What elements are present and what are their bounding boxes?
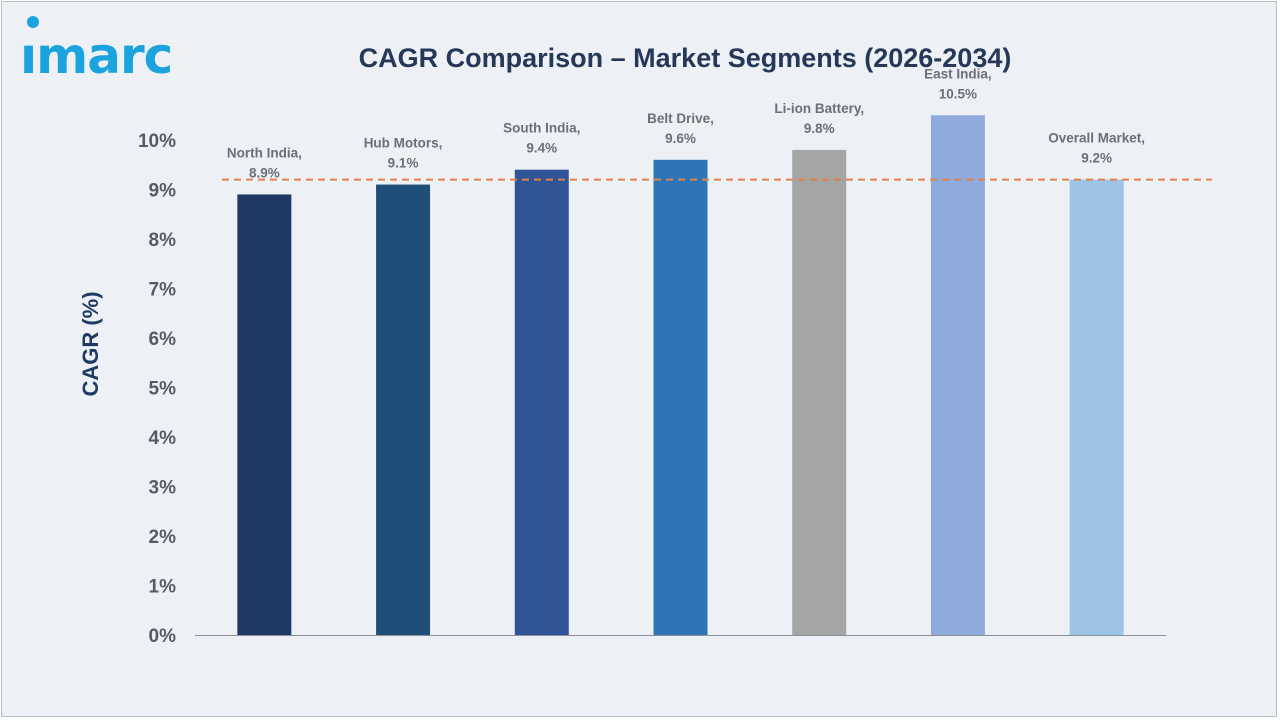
data-label-value: 9.8% [804, 121, 835, 136]
data-labels: North India, 8.9% Hub Motors, 9.1% South Ind… [227, 66, 1145, 180]
y-tick-label: 4% [149, 428, 177, 449]
bar-belt-drive [653, 159, 708, 636]
bar-overall-market [1069, 179, 1124, 635]
y-tick-label: 5% [149, 379, 177, 400]
data-label-category: Hub Motors, [364, 136, 443, 151]
logo-text: ımarc [20, 27, 173, 85]
y-tick-label: 6% [149, 329, 177, 350]
y-axis-ticks: 0% 1% 2% 3% 4% 5% 6% 7% 8% 9% 10% [138, 131, 176, 647]
y-tick-label: 0% [149, 626, 177, 647]
bar-south-india [514, 169, 569, 635]
y-tick-label: 10% [138, 131, 176, 152]
bars [237, 115, 1124, 636]
data-label-category: North India, [227, 145, 302, 160]
data-label-category: South India, [503, 121, 580, 136]
data-label-category: East India, [924, 66, 992, 81]
data-label-value: 9.6% [665, 131, 696, 146]
y-tick-label: 1% [149, 577, 177, 598]
data-label-value: 9.1% [388, 156, 419, 171]
bar-li-ion-battery [792, 149, 847, 635]
data-label-value: 9.4% [526, 141, 557, 156]
y-tick-label: 7% [149, 280, 177, 301]
y-axis-label: CAGR (%) [78, 291, 103, 396]
data-label-category: Overall Market, [1048, 131, 1145, 146]
y-tick-label: 8% [149, 230, 177, 251]
data-label-category: Belt Drive, [647, 111, 714, 126]
imarc-logo: ımarc [20, 16, 210, 85]
data-label-value: 10.5% [939, 86, 977, 101]
data-label-category: Li-ion Battery, [774, 101, 864, 116]
data-label-value: 9.2% [1081, 151, 1112, 166]
logo-dot [27, 16, 39, 28]
y-tick-label: 3% [149, 478, 177, 499]
bar-hub-motors [376, 184, 431, 636]
y-tick-label: 9% [149, 181, 177, 202]
data-label-value: 8.9% [249, 165, 280, 180]
bar-north-india [237, 194, 292, 635]
chart-title: CAGR Comparison – Market Segments (2026-… [358, 43, 1012, 73]
bar-east-india [930, 115, 985, 635]
y-tick-label: 2% [149, 527, 177, 548]
